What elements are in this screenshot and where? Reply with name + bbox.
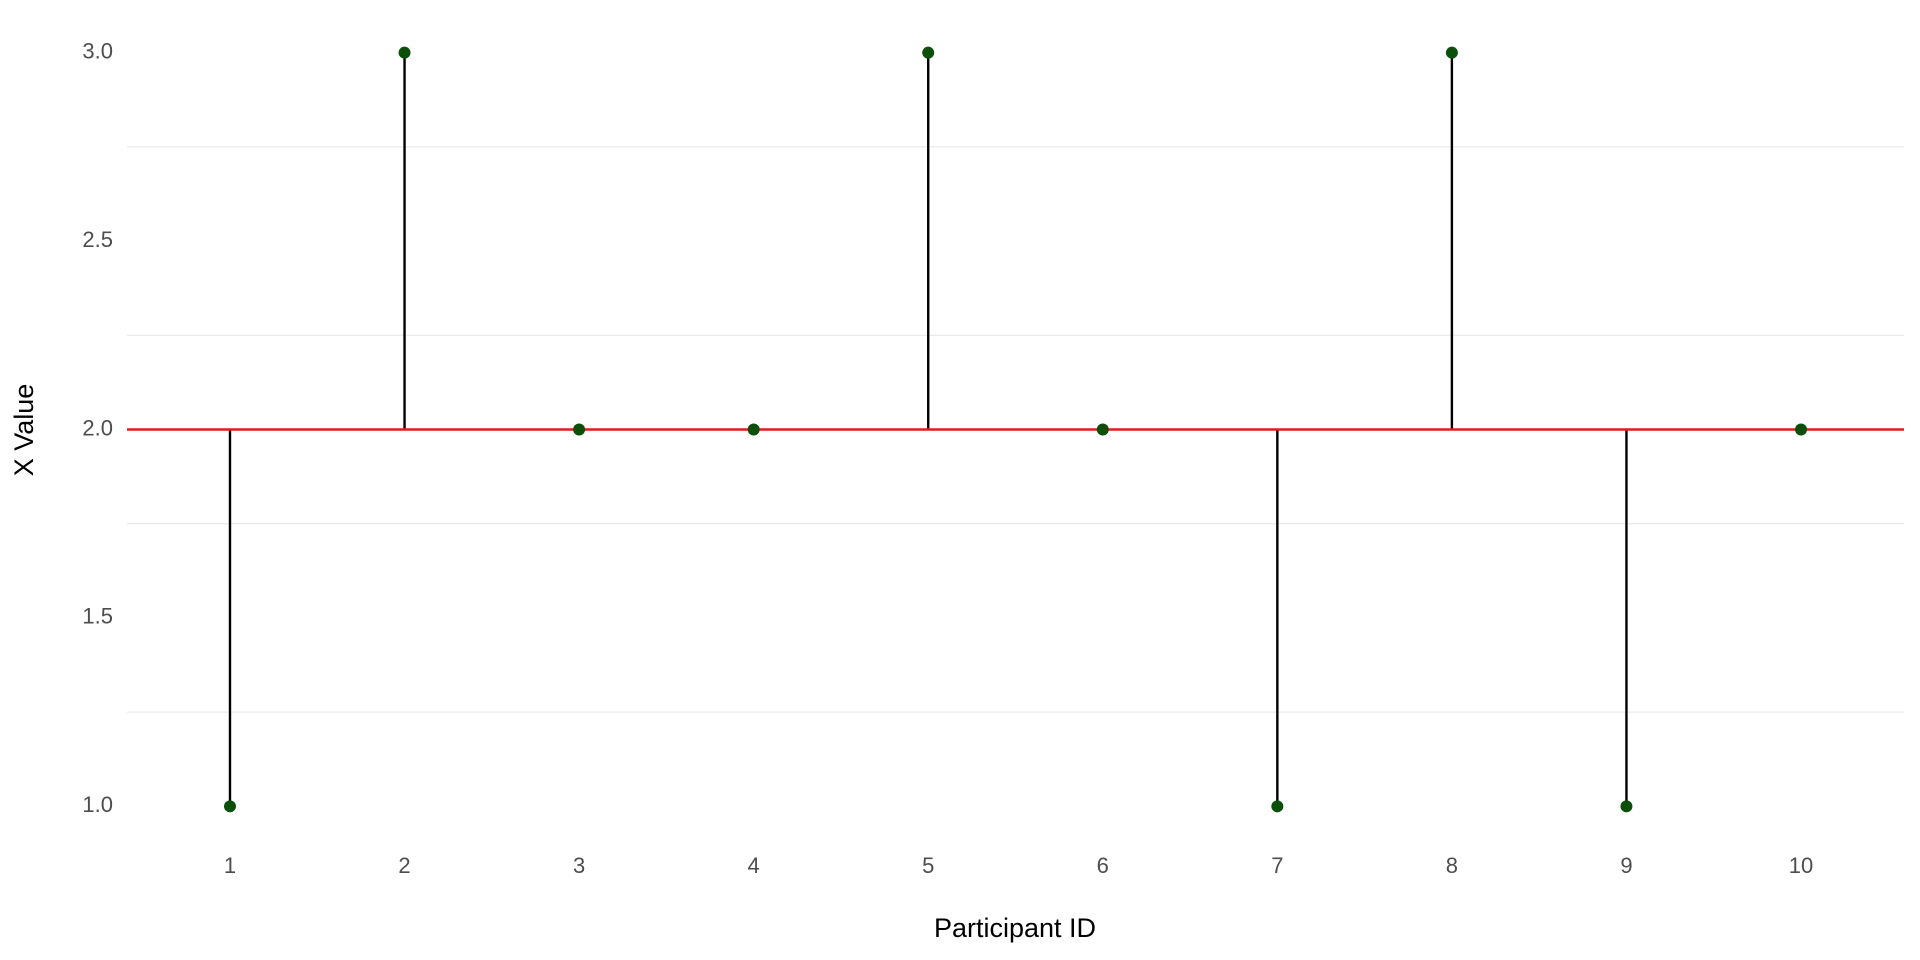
- x-tick-label: 3: [573, 853, 585, 878]
- point: [1620, 800, 1633, 813]
- x-tick-label: 8: [1446, 853, 1458, 878]
- y-tick-label: 1.5: [82, 604, 113, 629]
- point: [223, 800, 236, 813]
- point: [1795, 423, 1808, 436]
- x-tick-label: 5: [922, 853, 934, 878]
- y-axis-title: X Value: [9, 384, 39, 477]
- y-tick-label: 1.0: [82, 792, 113, 817]
- point: [573, 423, 586, 436]
- point: [1096, 423, 1109, 436]
- x-axis-title: Participant ID: [934, 913, 1096, 943]
- y-tick-label: 2.5: [82, 227, 113, 252]
- x-tick-label: 7: [1271, 853, 1283, 878]
- x-tick-label: 10: [1789, 853, 1813, 878]
- point: [1271, 800, 1284, 813]
- x-tick-label: 4: [748, 853, 760, 878]
- x-tick-label: 6: [1097, 853, 1109, 878]
- point: [747, 423, 760, 436]
- point: [922, 46, 935, 59]
- x-tick-label: 9: [1620, 853, 1632, 878]
- y-tick-label: 3.0: [82, 38, 113, 63]
- point: [398, 46, 411, 59]
- point: [1445, 46, 1458, 59]
- x-tick-label: 1: [224, 853, 236, 878]
- y-tick-label: 2.0: [82, 415, 113, 440]
- x-tick-label: 2: [398, 853, 410, 878]
